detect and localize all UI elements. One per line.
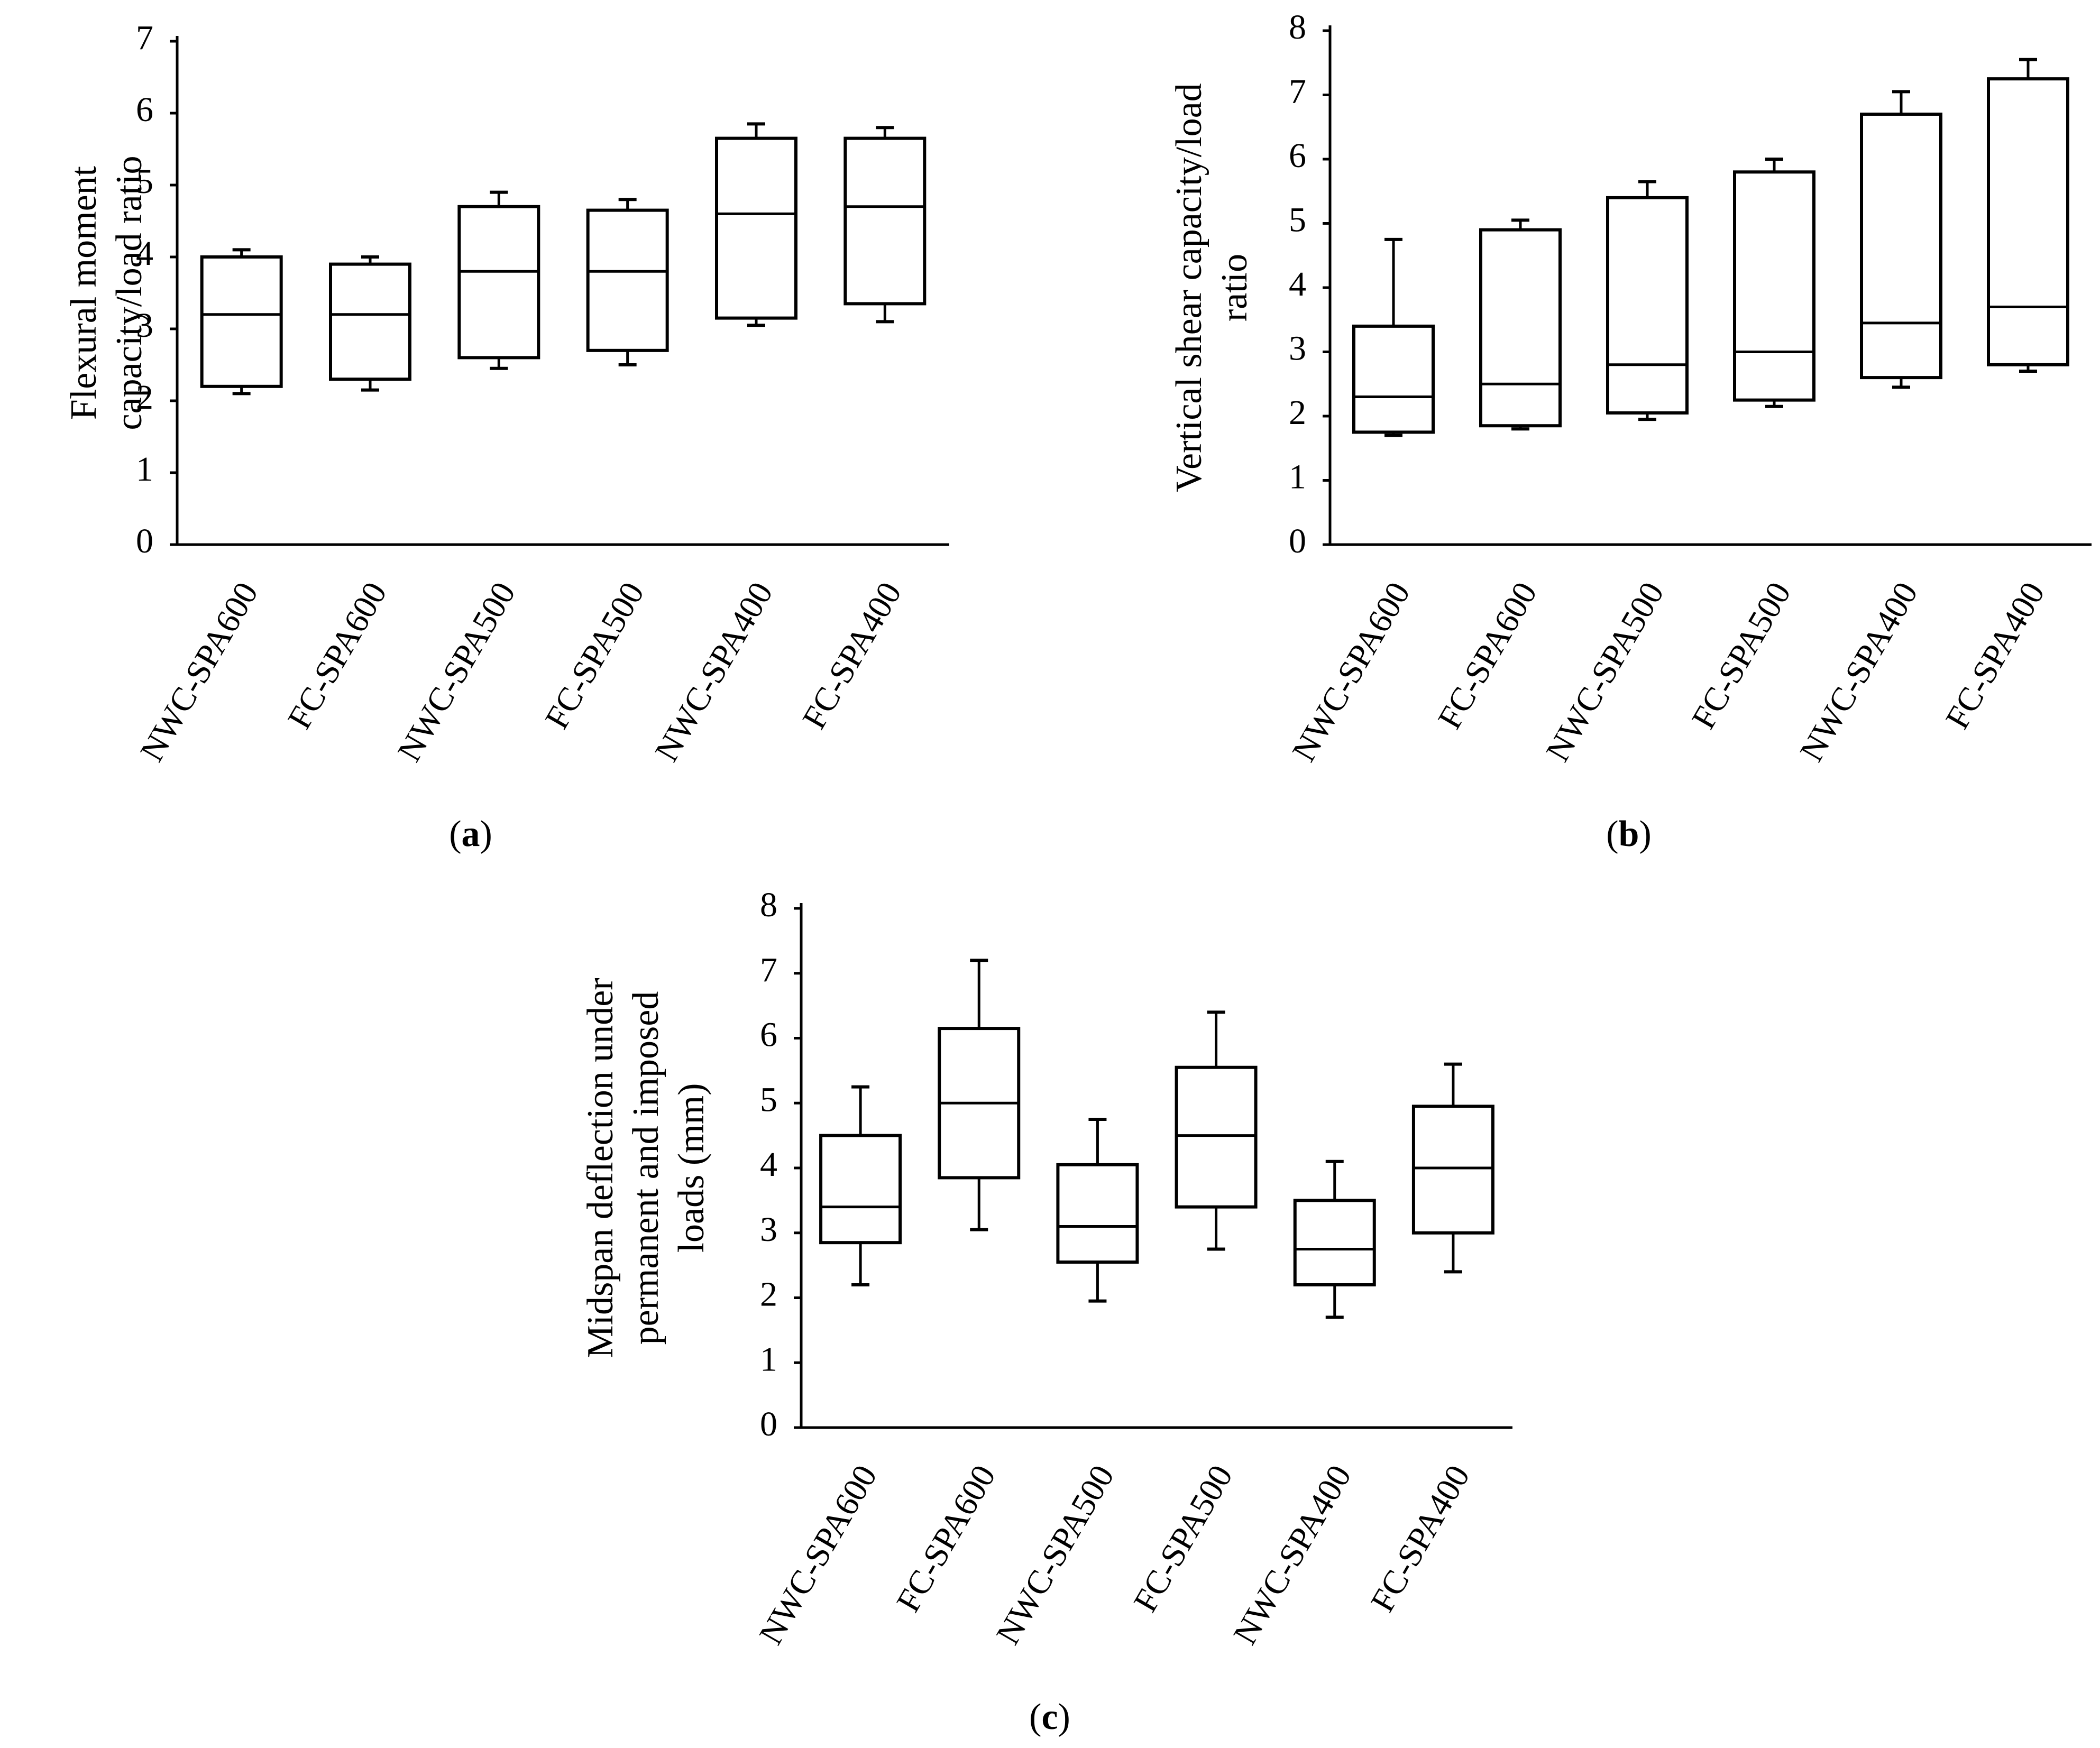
panel-c: 0 1 2 3 4 5 6 7 8 Midspan deflection under permane… <box>580 886 1512 1737</box>
panel-a: 0 1 2 3 4 5 6 7 Flexural moment capacity/load rat… <box>63 19 949 854</box>
iqr-box <box>1987 77 2069 366</box>
panel-caption: (c) <box>1029 1697 1070 1737</box>
x-tick-label: NWC-SPA500 <box>390 576 523 768</box>
y-tick-label: 1 <box>760 1340 777 1378</box>
x-tick-label: NWC-SPA500 <box>989 1459 1122 1651</box>
box-fc-spa400 <box>1987 58 2069 373</box>
box-nwc-spa400 <box>1293 1160 1376 1319</box>
panel-caption: (a) <box>449 814 492 854</box>
iqr-box <box>1411 1105 1494 1235</box>
iqr-box <box>819 1134 902 1245</box>
box-nwc-spa500 <box>1606 180 1689 421</box>
y-tick-label: 2 <box>760 1275 777 1314</box>
box-nwc-spa600 <box>200 248 283 395</box>
x-tick-label: FC-SPA500 <box>1126 1459 1240 1618</box>
iqr-box <box>715 136 797 320</box>
y-axis-title: Vertical shear capacity/load ratio <box>1169 83 1255 492</box>
box-fc-spa500 <box>1175 1010 1258 1251</box>
y-tick-label: 0 <box>1289 522 1306 560</box>
panel-b: 0 1 2 3 4 5 6 7 8 Vertical shear capacity/load rat… <box>1169 8 2092 854</box>
iqr-box <box>1733 170 1815 402</box>
iqr-box <box>1606 196 1689 415</box>
box-nwc-spa500 <box>1056 1117 1139 1303</box>
y-tick-label: 5 <box>760 1080 777 1119</box>
y-tick-label: 8 <box>760 886 777 924</box>
iqr-box <box>1175 1065 1258 1209</box>
iqr-box <box>329 262 411 381</box>
box-nwc-spa600 <box>1352 237 1435 437</box>
y-tick-label: 2 <box>136 378 153 417</box>
x-tick-label: NWC-SPA500 <box>1538 576 1671 768</box>
y-tick-label: 1 <box>136 450 153 489</box>
y-tick-label: 7 <box>136 19 153 57</box>
iqr-box <box>457 205 540 360</box>
x-tick-label: NWC-SPA600 <box>1285 576 1417 768</box>
panel-caption: (b) <box>1606 814 1652 854</box>
box-fc-spa600 <box>1479 218 1562 431</box>
y-tick-label: 4 <box>136 234 153 273</box>
x-tick-label: NWC-SPA400 <box>1792 576 1925 768</box>
x-tick-label: NWC-SPA600 <box>751 1459 884 1651</box>
box-fc-spa400 <box>843 126 927 324</box>
x-tick-label: FC-SPA600 <box>1430 576 1544 735</box>
iqr-box <box>1293 1199 1376 1286</box>
y-tick-label: 7 <box>1289 72 1306 111</box>
y-tick-label: 7 <box>760 951 777 989</box>
box-fc-spa600 <box>938 959 1021 1231</box>
y-tick-label: 8 <box>1289 8 1306 47</box>
box-nwc-spa500 <box>457 190 540 370</box>
iqr-box <box>1860 112 1942 380</box>
x-tick-label: FC-SPA400 <box>795 576 909 735</box>
y-tick-label: 3 <box>1289 329 1306 368</box>
x-tick-label: NWC-SPA400 <box>647 576 780 768</box>
box-fc-spa500 <box>586 198 669 366</box>
x-tick-label: FC-SPA600 <box>280 576 394 735</box>
box-fc-spa600 <box>329 255 411 392</box>
x-tick-label: NWC-SPA400 <box>1226 1459 1359 1651</box>
y-tick-label: 4 <box>1289 265 1306 303</box>
y-tick-label: 6 <box>760 1016 777 1054</box>
x-tick-label: FC-SPA500 <box>537 576 651 735</box>
y-tick-label: 0 <box>136 522 153 560</box>
x-tick-label: FC-SPA500 <box>1684 576 1798 735</box>
iqr-box <box>1352 324 1435 434</box>
y-tick-label: 6 <box>1289 136 1306 175</box>
y-tick-label: 4 <box>760 1145 777 1184</box>
y-tick-label: 3 <box>760 1210 777 1249</box>
box-nwc-spa400 <box>715 122 797 327</box>
iqr-box <box>200 255 283 388</box>
x-tick-label: FC-SPA400 <box>1938 576 2052 735</box>
y-axis-title: Flexural moment capacity/load ratio <box>63 156 150 430</box>
y-tick-label: 1 <box>1289 458 1306 496</box>
y-tick-label: 3 <box>136 306 153 345</box>
box-fc-spa400 <box>1411 1062 1494 1274</box>
box-fc-spa500 <box>1733 158 1815 408</box>
box-nwc-spa400 <box>1860 90 1942 389</box>
y-tick-label: 6 <box>136 90 153 129</box>
iqr-box <box>586 208 669 352</box>
x-tick-label: NWC-SPA600 <box>133 576 265 768</box>
iqr-box <box>1056 1163 1139 1264</box>
y-tick-label: 5 <box>136 162 153 201</box>
iqr-box <box>1479 228 1562 428</box>
y-axis-title: Midspan deflection under permanent and im… <box>580 978 712 1358</box>
y-tick-label: 5 <box>1289 201 1306 240</box>
y-tick-label: 2 <box>1289 393 1306 432</box>
iqr-box <box>843 136 927 306</box>
x-tick-label: FC-SPA600 <box>889 1459 1003 1618</box>
box-nwc-spa600 <box>819 1085 902 1286</box>
x-tick-label: FC-SPA400 <box>1363 1459 1477 1618</box>
y-tick-label: 0 <box>760 1405 777 1443</box>
